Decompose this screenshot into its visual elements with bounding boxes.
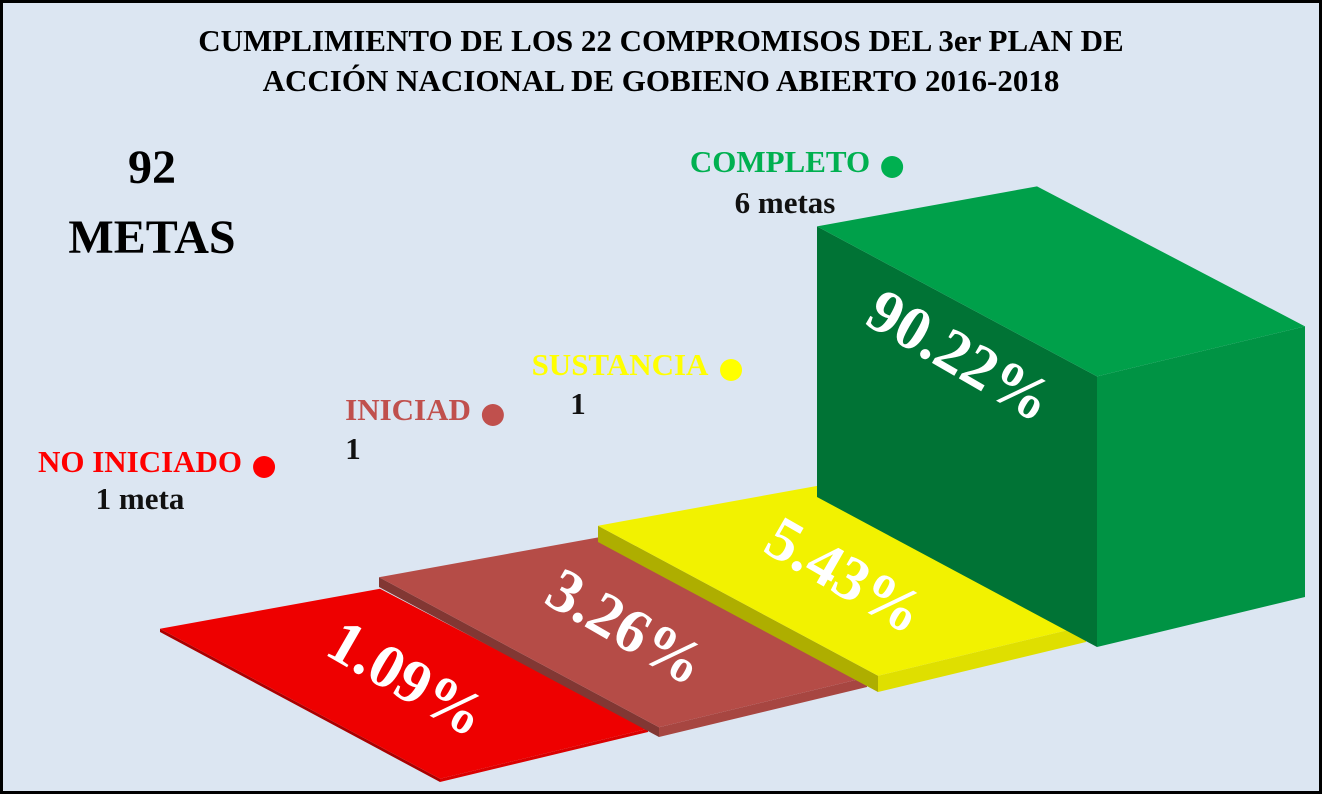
bar-top-face <box>160 588 648 779</box>
total: 92 <box>128 141 176 194</box>
count-label: 1 <box>570 386 586 421</box>
legend-dot <box>881 156 904 178</box>
bar-left-face <box>598 525 878 692</box>
chart-title: ACCIÓN NACIONAL DE GOBIENO ABIERTO 2016-… <box>263 63 1060 98</box>
count-label: 1 <box>345 431 361 466</box>
category-label: INICIAD <box>345 392 471 427</box>
bar <box>160 588 648 782</box>
legend-dot <box>253 456 276 478</box>
bar-top-face <box>379 537 867 728</box>
bar <box>817 186 1305 647</box>
legend-dot <box>720 359 743 381</box>
bar <box>379 537 867 737</box>
chart-title: CUMPLIMIENTO DE LOS 22 COMPROMISOS DEL 3… <box>198 23 1123 58</box>
bar-left-face <box>817 226 1097 647</box>
category-label: NO INICIADO <box>38 444 242 479</box>
bar-front-face <box>1097 326 1305 647</box>
bar-top-face <box>817 186 1305 377</box>
count-label: 1 meta <box>96 481 185 516</box>
bar-front-face <box>659 677 867 737</box>
bar <box>598 485 1086 692</box>
total-label: METAS <box>68 211 235 264</box>
legend-dot <box>481 404 504 426</box>
bar-left-face <box>379 577 659 737</box>
category-label: COMPLETO <box>690 144 870 179</box>
category-label: SUSTANCIA <box>532 347 709 382</box>
bar-front-face <box>440 728 648 782</box>
bar-top-face <box>598 485 1086 676</box>
bar-left-face <box>160 628 440 782</box>
bar-front-face <box>878 625 1086 692</box>
count-label: 6 metas <box>735 185 836 220</box>
